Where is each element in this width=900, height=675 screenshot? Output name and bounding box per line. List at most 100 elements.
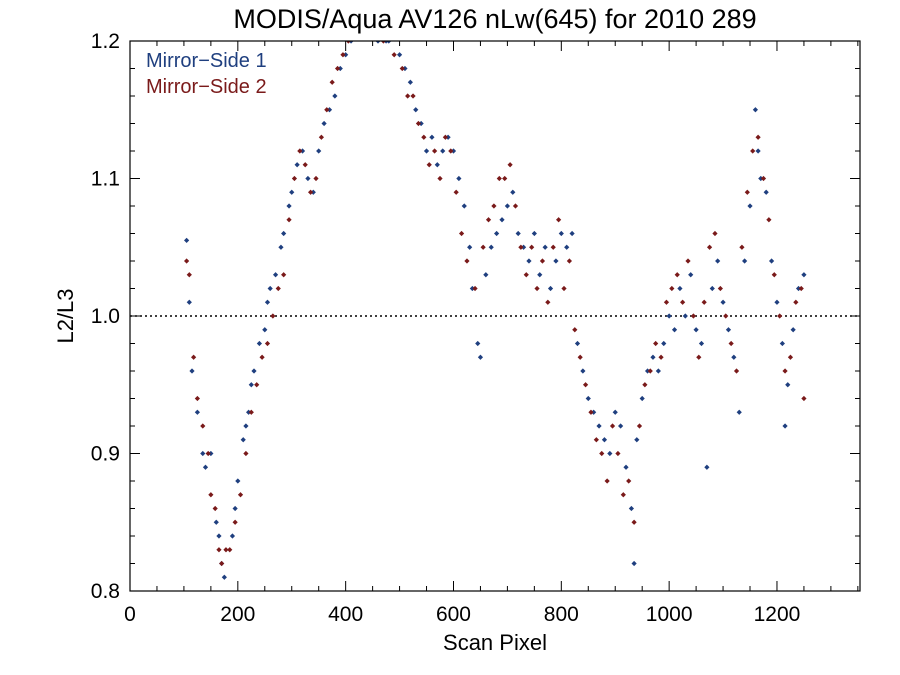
legend-entry-mirror-side-2: Mirror−Side 2 — [146, 76, 267, 98]
data-point-series-1 — [688, 272, 694, 278]
data-point-series-2 — [340, 52, 346, 58]
data-point-series-1 — [504, 203, 511, 209]
data-point-series-2 — [270, 313, 276, 319]
data-point-series-2 — [415, 120, 422, 127]
x-tick-label: 0 — [124, 603, 136, 626]
data-point-series-2 — [739, 244, 745, 250]
x-axis-label: Scan Pixel — [443, 630, 547, 655]
data-point-series-1 — [483, 272, 489, 278]
data-point-series-1 — [418, 120, 424, 127]
data-point-series-1 — [289, 189, 295, 195]
data-point-series-1 — [510, 189, 516, 195]
data-point-series-1 — [774, 299, 780, 305]
data-point-series-1 — [332, 93, 338, 99]
data-point-series-1 — [639, 395, 645, 402]
data-point-series-2 — [801, 395, 807, 402]
data-point-series-2 — [572, 327, 578, 333]
data-point-series-2 — [636, 423, 643, 429]
data-point-series-1 — [272, 272, 279, 278]
data-point-series-1 — [542, 244, 548, 250]
data-point-series-2 — [237, 492, 244, 498]
data-point-series-2 — [588, 409, 594, 415]
data-point-series-2 — [793, 299, 799, 305]
data-point-series-2 — [523, 272, 529, 278]
data-point-series-1 — [461, 203, 467, 209]
data-point-series-1 — [440, 148, 446, 154]
data-point-series-2 — [223, 547, 229, 553]
data-point-series-2 — [518, 244, 524, 250]
data-point-series-2 — [545, 299, 551, 305]
data-point-series-2 — [723, 313, 729, 319]
data-point-series-1 — [564, 244, 570, 250]
data-point-series-1 — [232, 505, 238, 512]
data-point-series-2 — [491, 203, 497, 209]
data-point-series-2 — [593, 437, 599, 443]
data-point-series-1 — [650, 354, 656, 360]
data-point-series-1 — [278, 244, 284, 250]
data-point-series-1 — [321, 120, 327, 127]
data-point-series-1 — [186, 299, 192, 305]
data-point-series-2 — [507, 162, 513, 168]
data-point-series-1 — [623, 464, 629, 470]
data-point-series-1 — [574, 340, 581, 347]
data-point-series-1 — [547, 285, 554, 292]
data-point-series-2 — [685, 258, 691, 264]
data-point-series-1 — [785, 382, 791, 388]
data-point-series-2 — [442, 134, 448, 140]
data-point-series-1 — [429, 134, 435, 140]
data-point-series-1 — [631, 560, 637, 567]
data-point-series-1 — [499, 217, 505, 223]
data-point-series-1 — [386, 41, 392, 44]
data-point-series-2 — [539, 258, 546, 264]
data-point-series-2 — [733, 368, 740, 374]
data-point-series-2 — [609, 423, 616, 429]
data-point-series-2 — [766, 217, 772, 223]
data-point-series-2 — [472, 285, 478, 292]
data-point-series-2 — [391, 52, 397, 58]
data-point-series-2 — [717, 285, 723, 292]
data-point-series-1 — [585, 395, 591, 402]
data-point-series-2 — [755, 134, 761, 140]
data-point-series-1 — [256, 340, 262, 347]
data-point-series-1 — [200, 450, 206, 457]
data-point-series-2 — [744, 189, 750, 195]
data-point-series-2 — [658, 354, 664, 360]
data-point-series-2 — [582, 382, 589, 388]
data-point-series-1 — [326, 107, 333, 113]
y-tick-label: 0.9 — [91, 443, 120, 466]
data-point-series-2 — [186, 272, 192, 278]
data-point-series-1 — [704, 464, 710, 470]
data-point-series-2 — [512, 203, 519, 209]
data-point-series-1 — [742, 258, 748, 264]
data-point-series-1 — [720, 299, 726, 305]
data-point-series-1 — [246, 409, 252, 415]
data-points — [184, 41, 807, 580]
data-point-series-1 — [569, 230, 575, 237]
data-point-series-1 — [450, 148, 457, 154]
data-point-series-1 — [768, 258, 775, 264]
y-tick-label: 1.0 — [91, 305, 120, 328]
data-point-series-2 — [615, 450, 621, 457]
data-point-series-1 — [243, 423, 249, 429]
data-point-series-2 — [432, 148, 438, 154]
data-point-series-1 — [281, 230, 287, 237]
data-point-series-1 — [477, 354, 484, 360]
data-point-series-2 — [777, 313, 783, 319]
x-tick-label: 1200 — [754, 603, 801, 626]
data-point-series-1 — [677, 285, 683, 292]
data-point-series-2 — [458, 230, 465, 237]
data-point-series-1 — [475, 340, 481, 347]
data-point-series-2 — [191, 354, 197, 360]
data-point-series-2 — [529, 244, 535, 250]
data-point-series-1 — [747, 203, 753, 209]
data-point-series-1 — [537, 272, 543, 278]
data-point-series-2 — [647, 368, 653, 374]
data-point-series-2 — [701, 299, 707, 305]
y-tick-label: 1.1 — [91, 168, 120, 191]
data-point-series-1 — [779, 340, 785, 347]
data-point-series-1 — [693, 327, 699, 333]
data-point-series-2 — [212, 505, 218, 512]
data-point-series-1 — [715, 258, 721, 264]
